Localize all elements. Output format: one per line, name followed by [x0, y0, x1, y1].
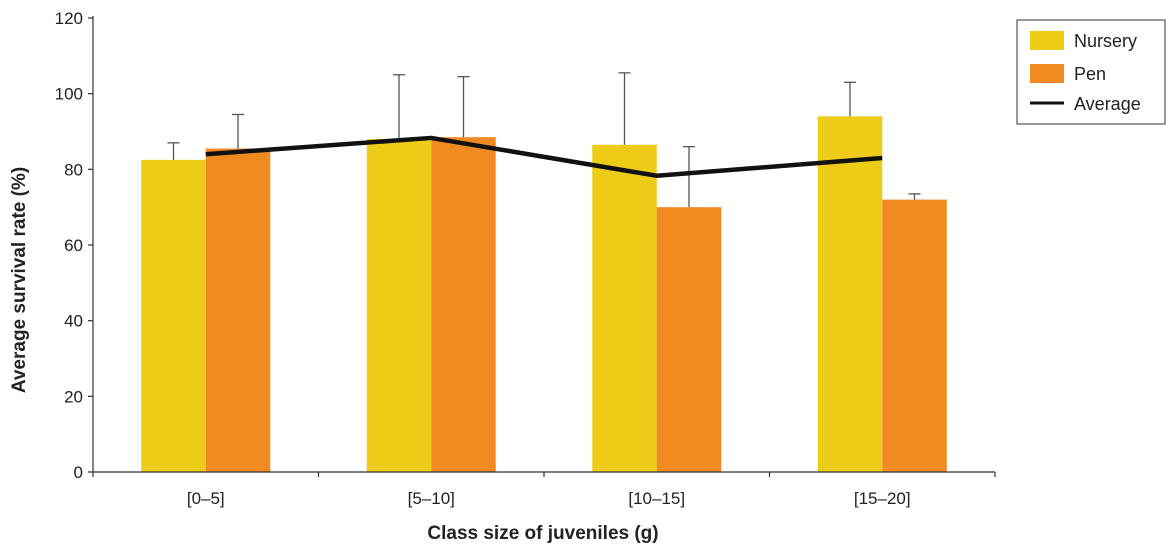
bar-pen-0: [205, 148, 271, 472]
legend-label-nursery: Nursery: [1074, 31, 1137, 51]
y-tick-label-0: 0: [74, 463, 83, 482]
x-ticks-layer: [0–5] [5–10] [10–15] [15–20]: [92, 472, 996, 508]
x-tick-label-0: [0–5]: [187, 489, 225, 508]
legend-label-average: Average: [1074, 94, 1141, 114]
y-tick-label-80: 80: [64, 160, 83, 179]
bar-pen-2: [656, 207, 722, 472]
y-tick-label-120: 120: [55, 9, 83, 28]
x-tick-label-1: [5–10]: [408, 489, 455, 508]
legend-swatch-pen: [1030, 64, 1064, 83]
bar-pen-3: [882, 199, 947, 472]
x-axis-title: Class size of juveniles (g): [427, 523, 658, 544]
bar-pen-1: [431, 137, 496, 473]
legend: Nursery Pen Average: [1016, 19, 1166, 125]
bar-nursery-3: [817, 116, 883, 472]
average-line-layer: [205, 135, 883, 179]
x-tick-label-2: [10–15]: [628, 489, 685, 508]
y-tick-label-60: 60: [64, 236, 83, 255]
y-ticks-layer: 0 20 40 60 80 100 120: [55, 9, 93, 482]
bar-nursery-0: [141, 159, 206, 472]
y-tick-label-20: 20: [64, 387, 83, 406]
legend-label-pen: Pen: [1074, 64, 1106, 84]
bars-layer: [141, 116, 947, 473]
bar-nursery-2: [592, 144, 657, 472]
y-tick-label-100: 100: [55, 85, 83, 104]
y-tick-label-40: 40: [64, 312, 83, 331]
y-axis-title: Average survival rate (%): [9, 167, 30, 393]
bar-nursery-1: [366, 139, 432, 473]
error-bars-layer: [167, 72, 921, 208]
average-line: [205, 135, 883, 179]
legend-swatch-nursery: [1030, 31, 1064, 50]
x-tick-label-3: [15–20]: [854, 489, 911, 508]
